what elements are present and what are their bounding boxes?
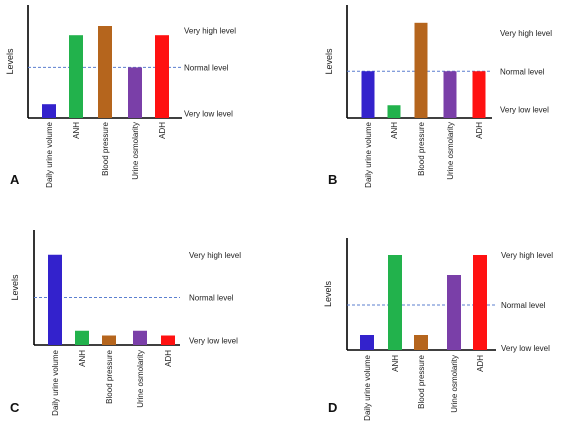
panel-b-category-label: ANH [390, 122, 399, 139]
panel-d-category-label: ADH [476, 355, 485, 372]
panel-a-bar-urine-osmolarity [128, 67, 142, 118]
panel-c-bar-anh [75, 330, 89, 345]
panel-b-bar-urine-osmolarity [443, 71, 457, 118]
panel-c-bar-blood-pressure [102, 335, 116, 345]
panel-c-category-label: Daily urine volume [51, 349, 60, 415]
panel-d-level-label: Very high level [501, 251, 553, 260]
panel-b-category-label: Blood pressure [417, 121, 426, 175]
panel-a-category-label: ANH [72, 122, 81, 139]
panel-d-category-label: Blood pressure [417, 354, 426, 408]
panel-c-category-label: ANH [78, 350, 87, 367]
panel-d-level-label: Very low level [501, 344, 550, 353]
panel-b-level-label: Normal level [500, 67, 545, 76]
panel-b-letter: B [328, 172, 337, 187]
panel-b-category-label: ADH [475, 122, 484, 139]
panel-c-bar-urine-osmolarity [133, 330, 147, 345]
panel-d-category-label: ANH [391, 355, 400, 372]
panel-d-level-label: Normal level [501, 301, 546, 310]
panel-c-bar-daily-urine-volume [48, 254, 62, 345]
panel-d-letter: D [328, 400, 337, 415]
panel-a-bar-daily-urine-volume [42, 104, 56, 118]
panel-a-category-label: ADH [158, 122, 167, 139]
panel-b-level-label: Very high level [500, 29, 552, 38]
panel-c-level-label: Very high level [189, 251, 241, 260]
panel-a-level-label: Very low level [184, 109, 233, 118]
panel-d-y-axis-label: Levels [323, 280, 333, 307]
panel-d-bar-anh [388, 255, 402, 350]
panel-a-category-label: Daily urine volume [45, 121, 54, 187]
panel-b-bar-daily-urine-volume [361, 71, 375, 118]
panel-d-bar-urine-osmolarity [447, 275, 461, 350]
panel-b-category-label: Urine osmolarity [446, 122, 455, 180]
panel-c-category-label: Urine osmolarity [136, 350, 145, 408]
panel-a-bar-blood-pressure [98, 26, 112, 118]
panel-c-category-label: Blood pressure [105, 349, 114, 403]
panel-b-y-axis-label: Levels [324, 48, 334, 75]
panel-d-category-label: Daily urine volume [363, 354, 372, 420]
panel-a-y-axis-label: Levels [5, 48, 15, 75]
panel-a-level-label: Normal level [184, 63, 229, 72]
panel-d-category-label: Urine osmolarity [450, 355, 459, 413]
panel-c-level-label: Normal level [189, 294, 234, 303]
panel-d-bar-blood-pressure [414, 335, 428, 350]
panel-b-bar-adh [472, 71, 486, 118]
panel-a-bar-adh [155, 35, 169, 119]
panel-a-bar-anh [69, 35, 83, 119]
panel-c-y-axis-label: Levels [10, 274, 20, 301]
panel-c-bar-adh [161, 335, 175, 345]
panel-a-category-label: Urine osmolarity [131, 122, 140, 180]
panel-c-category-label: ADH [164, 350, 173, 367]
panel-a-category-label: Blood pressure [101, 121, 110, 175]
panel-b-bar-blood-pressure [414, 22, 428, 118]
panel-d-bar-daily-urine-volume [360, 335, 374, 350]
panel-d-bar-adh [473, 255, 487, 350]
panel-a-letter: A [10, 172, 20, 187]
panel-c-letter: C [10, 400, 20, 415]
panel-b-category-label: Daily urine volume [364, 121, 373, 187]
panel-b-level-label: Very low level [500, 106, 549, 115]
panel-a-level-label: Very high level [184, 27, 236, 36]
panel-c-level-label: Very low level [189, 336, 238, 345]
panel-b-bar-anh [387, 105, 401, 118]
